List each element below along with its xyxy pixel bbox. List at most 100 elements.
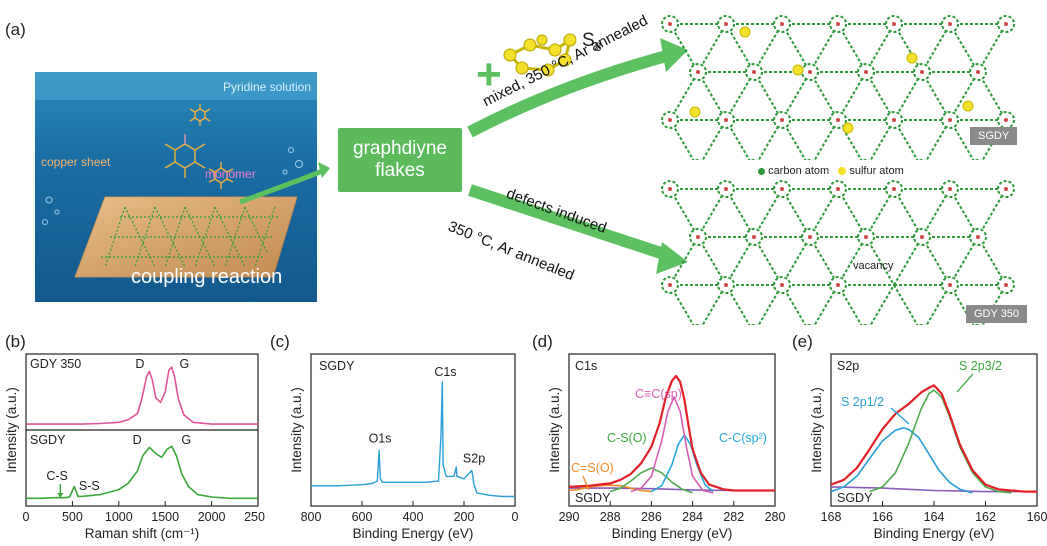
ring-center (1004, 22, 1008, 26)
lattice-bond (781, 71, 811, 121)
c1s-series-line (630, 396, 714, 494)
carbon-legend: carbon atom sulfur atom (758, 165, 904, 177)
c1s-subtitle: SGDY (575, 491, 611, 505)
x-tick-label: 284 (682, 510, 703, 524)
ring-center (892, 22, 896, 26)
lattice-bond (725, 284, 751, 325)
lattice-group (661, 180, 1015, 325)
lattice-bond (949, 284, 975, 325)
y-axis-title: Intensity (a.u.) (4, 387, 19, 473)
lattice-bond (757, 119, 783, 160)
s2p-series-line (830, 427, 973, 494)
carbon-dot-icon (758, 167, 765, 175)
sgdy-tag: SGDY (970, 127, 1018, 145)
raman-peak-label: D (133, 433, 142, 447)
x-tick-label: 200 (454, 510, 475, 524)
lattice-bond (725, 71, 755, 121)
ring-center (976, 235, 980, 239)
s2p-series-line (869, 389, 1012, 494)
c1s-component-label: C=S(O) (571, 461, 614, 475)
panel-label-a: (a) (5, 20, 26, 39)
lattice-bond (865, 71, 895, 121)
ring-center (808, 235, 812, 239)
lattice-bond (869, 119, 895, 160)
lattice-bond (697, 23, 727, 73)
c1s-series-line (609, 467, 693, 494)
x-tick-label: 600 (352, 510, 373, 524)
ring-center (668, 22, 672, 26)
c-s-o-arrow (582, 475, 590, 491)
lattice-bond (921, 71, 951, 121)
ring-center (724, 283, 728, 287)
lattice-bond (697, 71, 727, 121)
lattice-bond (893, 284, 919, 325)
lattice-bond (813, 284, 839, 325)
water-decoration (35, 72, 317, 278)
s8-sub: 8 (594, 39, 602, 54)
ring-center (976, 70, 980, 74)
ring-center (780, 187, 784, 191)
lattice-bond (753, 23, 783, 73)
pyridine-label: Pyridine solution (222, 80, 311, 94)
plus-sign: + (476, 50, 502, 99)
x-tick-label: 288 (600, 510, 621, 524)
lattice-bond (949, 23, 979, 73)
s2p-half-arrow (890, 407, 910, 425)
ring-center (724, 22, 728, 26)
lattice-bond (921, 236, 951, 286)
s2p-subtitle: SGDY (837, 491, 873, 505)
ring-center (752, 70, 756, 74)
x-tick-label: 0 (512, 510, 519, 524)
ring-center (780, 283, 784, 287)
ring-center (780, 118, 784, 122)
raman-peak-label: G (181, 433, 191, 447)
x-tick-label: 162 (975, 510, 996, 524)
x-tick-label: 500 (62, 510, 83, 524)
sulfur-atom (842, 122, 854, 134)
lattice-bond (697, 236, 727, 286)
lattice-bond (869, 284, 895, 325)
lattice-bond (725, 188, 755, 238)
lattice-group (661, 15, 1015, 160)
lattice-bond (837, 119, 863, 160)
ring-center (864, 70, 868, 74)
gdy350-tag: GDY 350 (966, 305, 1028, 323)
sulfur-atom (739, 26, 751, 38)
sulfur-atom (906, 52, 918, 64)
lattice-bond (865, 188, 895, 238)
lattice-bond (893, 236, 923, 286)
lattice-bond (809, 188, 839, 238)
survey-xps-chart: 800 600 400 200 0 Binding Energy (eV) Intensit… (289, 353, 519, 541)
ring-center (1004, 187, 1008, 191)
cs-arrow-head (57, 493, 64, 498)
scheme-arrows (239, 33, 688, 274)
s2p-series-line (830, 384, 1037, 493)
lattice-bond (865, 23, 895, 73)
copper-label: copper sheet (41, 155, 111, 169)
s8-main: S (582, 30, 595, 51)
c1s-xps-chart: 290 288 286 284 282 280 Binding Energy (eV) Int… (547, 353, 785, 541)
survey-peak-label: O1s (369, 431, 392, 445)
raman-peak-label: G (180, 357, 190, 371)
ring-center (696, 235, 700, 239)
sulfur-legend-text: sulfur atom (849, 165, 904, 177)
ring-center (864, 235, 868, 239)
lattice-bond (809, 236, 839, 286)
lattice-bond (781, 284, 807, 325)
panel-label-c: (c) (270, 332, 290, 351)
raman-series-name: GDY 350 (30, 357, 81, 371)
x-tick-label: 168 (821, 510, 842, 524)
panel-label-d: (d) (532, 332, 553, 351)
x-axis-title: Binding Energy (eV) (612, 526, 733, 541)
x-tick-label: 2500 (244, 510, 265, 524)
lattice-bond (669, 284, 695, 325)
y-axis-title: Intensity (a.u.) (809, 387, 824, 473)
c1s-title: C1s (575, 359, 597, 373)
flakes-line1: graphdiyne (352, 138, 448, 159)
ring-center (948, 187, 952, 191)
s8-molecule (503, 33, 577, 77)
lattice-bond (697, 188, 727, 238)
lattice-bond (837, 284, 863, 325)
lattice-bond (809, 71, 839, 121)
c1s-component-label: C≡C(sp) (635, 387, 682, 401)
